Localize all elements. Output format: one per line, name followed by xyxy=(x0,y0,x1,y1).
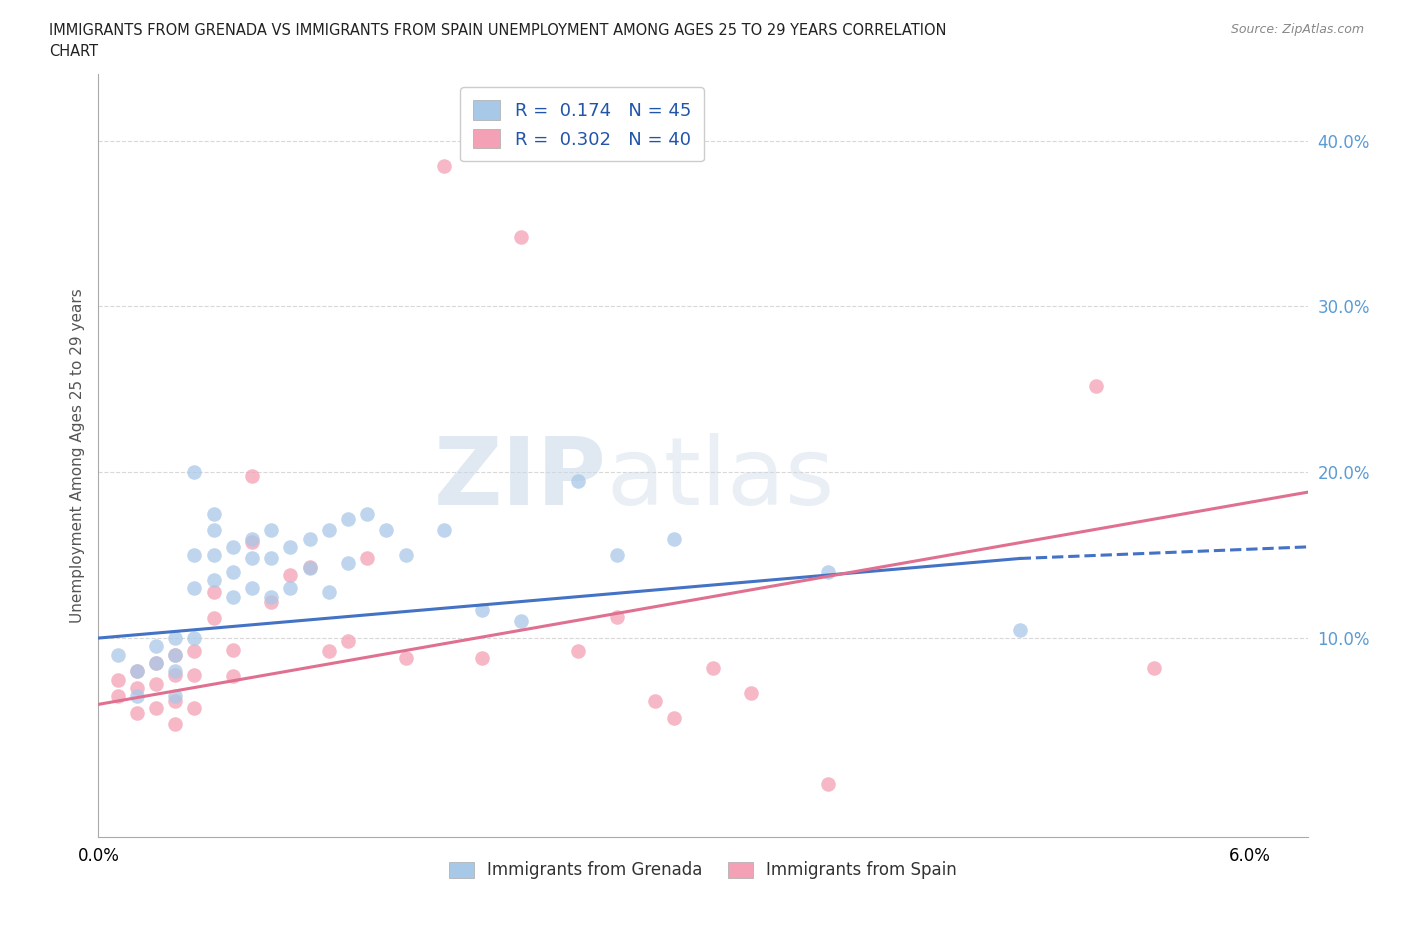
Point xyxy=(318,584,340,599)
Point xyxy=(107,672,129,687)
Point xyxy=(702,660,724,675)
Point xyxy=(433,523,456,538)
Point xyxy=(183,644,205,658)
Point xyxy=(222,643,245,658)
Point xyxy=(240,551,263,566)
Point xyxy=(202,548,225,563)
Point xyxy=(298,559,321,574)
Point xyxy=(222,539,245,554)
Point xyxy=(394,650,416,665)
Point xyxy=(336,634,359,649)
Point xyxy=(336,512,359,526)
Point xyxy=(240,531,263,546)
Point xyxy=(165,694,187,709)
Point xyxy=(664,531,686,546)
Point xyxy=(222,590,245,604)
Point xyxy=(125,705,148,720)
Text: IMMIGRANTS FROM GRENADA VS IMMIGRANTS FROM SPAIN UNEMPLOYMENT AMONG AGES 25 TO 2: IMMIGRANTS FROM GRENADA VS IMMIGRANTS FR… xyxy=(49,23,946,38)
Text: CHART: CHART xyxy=(49,44,98,59)
Point xyxy=(202,523,225,538)
Text: atlas: atlas xyxy=(606,432,835,525)
Point xyxy=(356,551,378,566)
Text: ZIP: ZIP xyxy=(433,432,606,525)
Point xyxy=(375,523,398,538)
Point xyxy=(202,573,225,588)
Point xyxy=(165,667,187,682)
Point xyxy=(280,567,302,582)
Point xyxy=(183,581,205,596)
Point xyxy=(240,468,263,483)
Point xyxy=(183,548,205,563)
Point xyxy=(145,677,167,692)
Point xyxy=(260,590,283,604)
Point xyxy=(145,700,167,715)
Point xyxy=(606,609,628,624)
Point xyxy=(165,717,187,732)
Point xyxy=(567,644,589,658)
Point xyxy=(165,631,187,645)
Point xyxy=(817,777,839,791)
Point xyxy=(183,667,205,682)
Point xyxy=(145,656,167,671)
Point xyxy=(145,639,167,654)
Point xyxy=(165,664,187,679)
Point xyxy=(107,647,129,662)
Point xyxy=(1143,660,1166,675)
Point xyxy=(202,611,225,626)
Point xyxy=(260,551,283,566)
Point xyxy=(471,603,494,618)
Legend: Immigrants from Grenada, Immigrants from Spain: Immigrants from Grenada, Immigrants from… xyxy=(443,855,963,886)
Point xyxy=(165,647,187,662)
Point xyxy=(318,523,340,538)
Point xyxy=(567,473,589,488)
Point xyxy=(394,548,416,563)
Point xyxy=(664,711,686,725)
Point xyxy=(318,644,340,658)
Point xyxy=(145,656,167,671)
Point xyxy=(260,523,283,538)
Point xyxy=(125,681,148,696)
Point xyxy=(471,650,494,665)
Y-axis label: Unemployment Among Ages 25 to 29 years: Unemployment Among Ages 25 to 29 years xyxy=(69,288,84,623)
Point xyxy=(202,506,225,521)
Point xyxy=(280,581,302,596)
Point xyxy=(125,664,148,679)
Point xyxy=(222,669,245,684)
Point xyxy=(298,561,321,576)
Point xyxy=(165,647,187,662)
Point xyxy=(280,539,302,554)
Point xyxy=(260,594,283,609)
Point xyxy=(1085,379,1108,393)
Point xyxy=(336,556,359,571)
Point xyxy=(644,694,666,709)
Point xyxy=(240,535,263,550)
Point xyxy=(740,685,762,700)
Point xyxy=(817,565,839,579)
Point xyxy=(107,688,129,703)
Point xyxy=(125,688,148,703)
Point xyxy=(298,531,321,546)
Point xyxy=(222,565,245,579)
Point xyxy=(183,631,205,645)
Point xyxy=(509,230,531,245)
Point xyxy=(202,584,225,599)
Point xyxy=(125,664,148,679)
Point xyxy=(433,158,456,173)
Point xyxy=(165,688,187,703)
Point xyxy=(509,614,531,629)
Point xyxy=(356,506,378,521)
Point xyxy=(606,548,628,563)
Point xyxy=(1008,622,1031,637)
Point xyxy=(183,465,205,480)
Text: Source: ZipAtlas.com: Source: ZipAtlas.com xyxy=(1230,23,1364,36)
Point xyxy=(183,700,205,715)
Point xyxy=(240,581,263,596)
